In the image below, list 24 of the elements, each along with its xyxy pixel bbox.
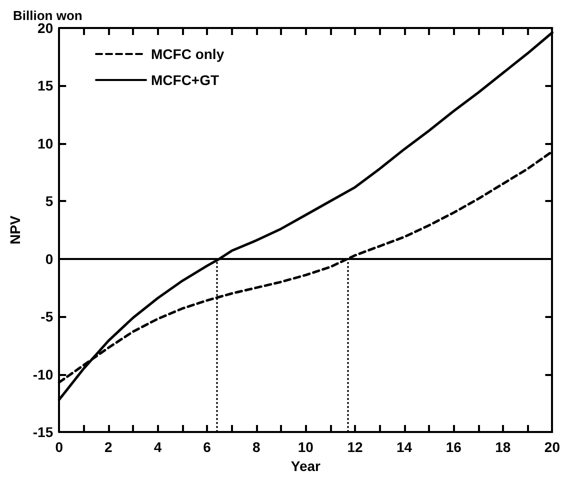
y-tick-label: 20	[38, 20, 54, 36]
y-tick-label: -15	[32, 424, 54, 440]
x-tick-label: 0	[55, 439, 64, 455]
y-tick-label: -5	[40, 308, 54, 325]
x-tick-label: 4	[154, 439, 162, 455]
legend-label: MCFC only	[151, 46, 224, 62]
x-axis-title: Year	[290, 458, 322, 474]
y-tick-label: 0	[45, 250, 54, 267]
text: Billion won	[13, 8, 82, 23]
y-tick-label: 5	[45, 193, 54, 210]
x-tick-label: 18	[495, 439, 511, 455]
y-tick-label: -10	[32, 366, 54, 382]
x-tick-label: 6	[203, 439, 212, 455]
x-tick-label: 8	[252, 439, 260, 455]
y-tick-label: 10	[38, 135, 54, 152]
y-axis-title: NPV	[7, 214, 23, 244]
legend-label: MCFC+GT	[151, 72, 220, 88]
x-tick-label: 2	[104, 439, 113, 455]
x-tick-label: 16	[446, 439, 462, 455]
x-tick-label: 10	[298, 439, 314, 455]
x-tick-label: 14	[396, 439, 412, 455]
x-tick-label: 20	[544, 439, 560, 455]
y-tick-label: 15	[38, 78, 54, 94]
x-tick-label: 12	[347, 439, 363, 455]
